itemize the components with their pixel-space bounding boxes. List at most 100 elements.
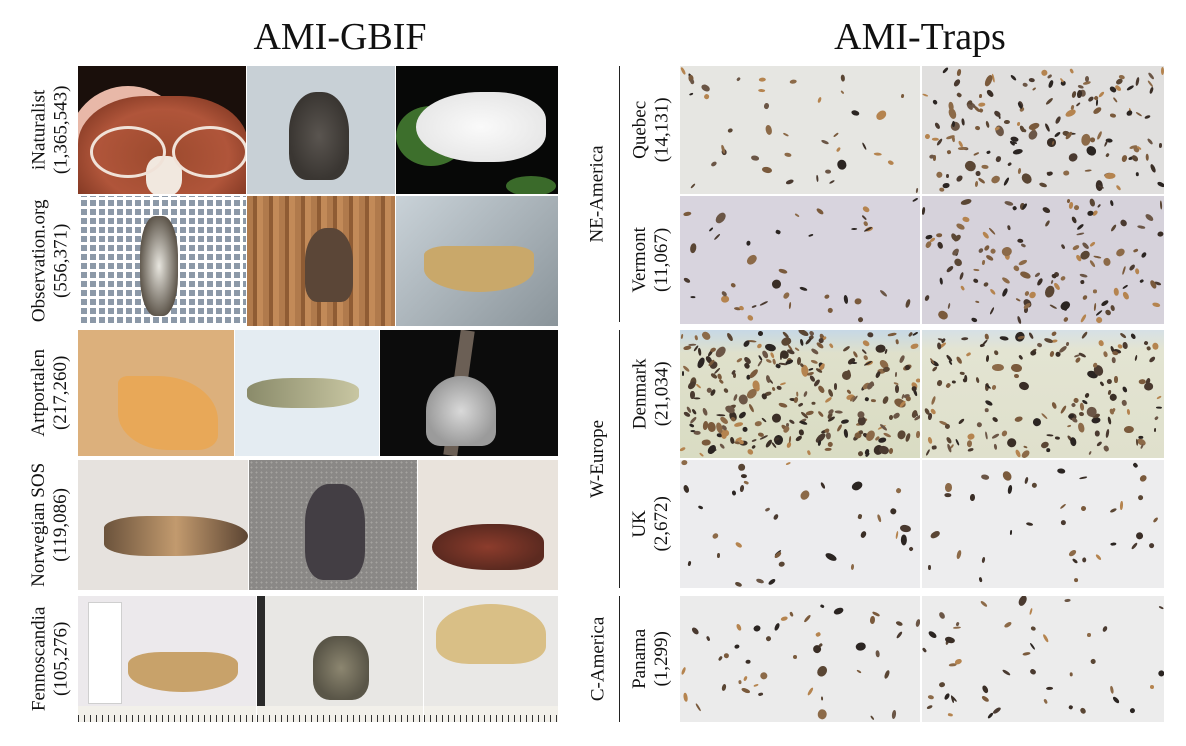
insect-speck [708, 227, 714, 233]
insect-speck [765, 634, 772, 642]
insect-speck [1038, 182, 1048, 189]
insect-speck [757, 77, 766, 82]
insect-speck [733, 393, 739, 401]
insect-speck [753, 624, 762, 632]
insect-speck [900, 533, 907, 546]
insect-speck [922, 206, 926, 215]
insect-speck [693, 431, 701, 436]
insect-speck [754, 420, 763, 427]
insect-speck [828, 342, 834, 349]
insect-speck [816, 384, 826, 394]
insect-speck [1044, 337, 1054, 344]
insect-speck [1010, 530, 1013, 536]
insect-speck [951, 380, 957, 385]
insect-speck [1040, 412, 1049, 420]
insect-speck [811, 401, 816, 405]
insect-speck [1079, 279, 1085, 285]
insect-speck [1088, 198, 1096, 208]
insect-speck [915, 188, 919, 194]
insect-speck [1020, 448, 1032, 458]
insect-speck [1122, 291, 1131, 301]
insect-speck [1077, 422, 1086, 434]
insect-speck [716, 552, 720, 558]
insect-speck [690, 183, 696, 189]
insect-speck [1109, 112, 1117, 118]
insect-speck [864, 451, 870, 458]
insect-speck [1138, 278, 1145, 284]
insect-speck [713, 233, 722, 241]
insect-speck [785, 178, 795, 186]
insect-speck [1154, 415, 1160, 421]
insect-speck [713, 344, 728, 359]
insect-speck [744, 659, 751, 664]
insect-speck [978, 102, 986, 107]
insect-speck [850, 563, 855, 570]
insect-speck [1143, 340, 1149, 346]
insect-speck [981, 259, 986, 266]
insect-speck [1127, 409, 1131, 416]
insect-speck [815, 631, 822, 638]
insect-speck [739, 484, 745, 492]
insect-speck [980, 474, 990, 481]
insect-speck [808, 374, 816, 383]
panama-trap-image-1 [680, 596, 920, 722]
insect-speck [887, 159, 895, 166]
insect-speck [1080, 331, 1088, 340]
insect-speck [925, 448, 931, 456]
insect-speck [761, 416, 768, 423]
insect-speck [721, 683, 728, 692]
insect-speck [1045, 97, 1054, 106]
insect-speck [1137, 473, 1148, 483]
insect-speck [1134, 354, 1139, 361]
insect-speck [811, 644, 823, 656]
insect-speck [742, 427, 748, 433]
uk-trap-image-1 [680, 460, 920, 588]
insect-speck [944, 492, 952, 498]
region-label-ne-america: NE-America [587, 145, 609, 243]
insect-speck [894, 620, 904, 627]
insect-speck [1072, 558, 1079, 564]
insect-speck [744, 253, 759, 268]
observation-photo-2 [247, 196, 395, 326]
insect-speck [693, 397, 701, 400]
insect-speck [1029, 641, 1036, 651]
insect-speck [1049, 350, 1056, 358]
insect-speck [945, 265, 954, 274]
insect-speck [986, 712, 994, 720]
insect-speck [859, 530, 867, 540]
insect-speck [770, 351, 776, 359]
insect-speck [963, 374, 968, 382]
insect-speck [694, 702, 702, 712]
insect-speck [700, 330, 713, 341]
trap-site-label-panama: Panama (1,299) [629, 628, 672, 690]
insect-speck [1128, 706, 1136, 714]
insect-speck [1081, 241, 1090, 250]
insect-speck [807, 367, 814, 371]
insect-speck [682, 371, 685, 376]
insect-speck [1100, 298, 1109, 307]
insect-speck [928, 529, 941, 541]
insect-speck [1149, 86, 1155, 95]
insect-speck [854, 297, 862, 305]
insect-speck [1096, 440, 1103, 447]
insect-speck [857, 513, 863, 520]
insect-speck [985, 254, 995, 262]
insect-speck [709, 161, 717, 168]
insect-speck [864, 397, 870, 402]
insect-speck [1014, 297, 1021, 302]
insect-speck [899, 523, 912, 533]
insect-speck [945, 149, 952, 155]
insect-speck [1137, 435, 1144, 439]
insect-speck [1084, 169, 1093, 172]
insect-speck [988, 226, 997, 235]
insect-speck [736, 357, 743, 363]
insect-speck [975, 420, 983, 428]
insect-speck [895, 338, 900, 345]
insect-speck [947, 712, 953, 717]
insect-speck [777, 561, 786, 568]
insect-speck [1093, 302, 1097, 312]
insect-speck [718, 442, 725, 450]
insect-speck [898, 354, 906, 364]
insect-speck [888, 447, 894, 454]
insect-speck [828, 179, 836, 185]
